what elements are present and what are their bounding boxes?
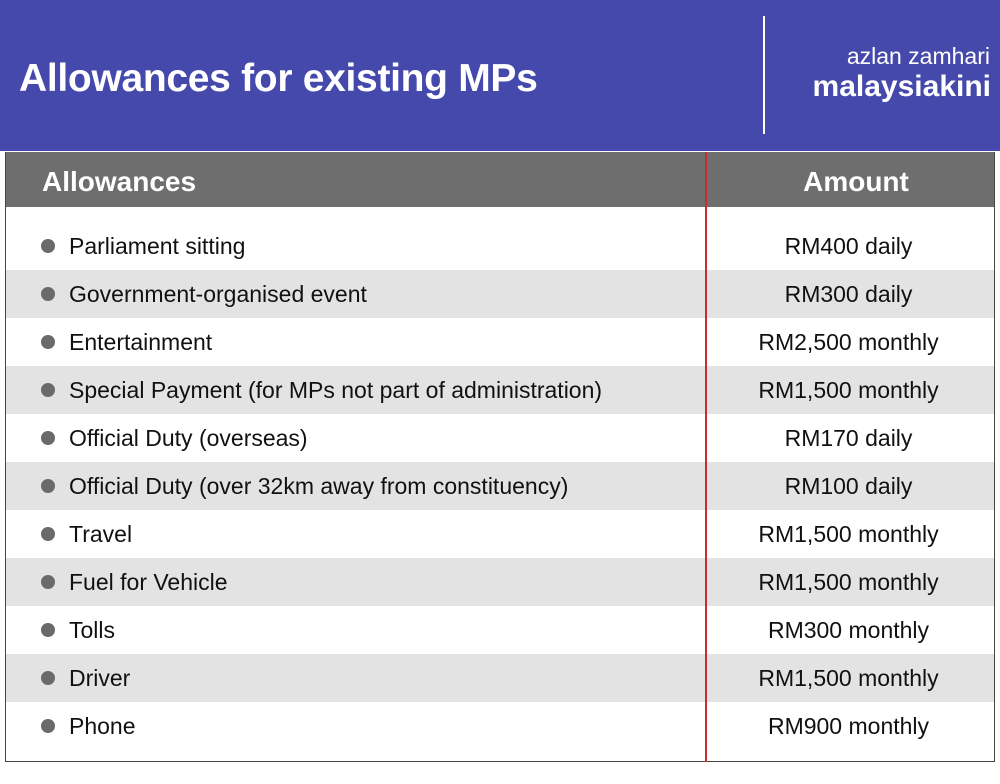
table-row: Parliament sitting RM400 daily: [6, 222, 994, 270]
bullet-icon: [41, 239, 55, 253]
table-row: Official Duty (over 32km away from const…: [6, 462, 994, 510]
table-row: Special Payment (for MPs not part of adm…: [6, 366, 994, 414]
allowance-name: Driver: [69, 665, 131, 691]
header-banner: Allowances for existing MPs azlan zamhar…: [0, 0, 1000, 151]
brand-logo-text: malaysiakini: [812, 70, 991, 103]
allowance-name: Special Payment (for MPs not part of adm…: [69, 377, 603, 403]
allowance-name: Travel: [69, 521, 133, 547]
bullet-icon: [41, 383, 55, 397]
allowance-amount: RM900 monthly: [767, 713, 930, 739]
allowance-name: Official Duty (over 32km away from const…: [69, 473, 569, 499]
header-divider: [763, 16, 765, 134]
bullet-icon: [41, 335, 55, 349]
allowance-amount: RM300 daily: [784, 281, 913, 307]
allowance-amount: RM170 daily: [784, 425, 913, 451]
bullet-icon: [41, 287, 55, 301]
allowance-name: Tolls: [69, 617, 116, 643]
allowance-amount: RM2,500 monthly: [758, 329, 939, 355]
allowance-amount: RM1,500 monthly: [758, 377, 939, 403]
table-body: Parliament sitting RM400 daily Governmen…: [6, 222, 994, 750]
allowance-name: Parliament sitting: [69, 233, 246, 259]
allowance-amount: RM400 daily: [784, 233, 913, 259]
allowance-amount: RM1,500 monthly: [758, 569, 939, 595]
table-row: Driver RM1,500 monthly: [6, 654, 994, 702]
allowance-amount: RM1,500 monthly: [758, 521, 939, 547]
table-row: Phone RM900 monthly: [6, 702, 994, 750]
bullet-icon: [41, 623, 55, 637]
allowances-table: Allowances Amount Parliament sitting RM4…: [5, 152, 995, 762]
bullet-icon: [41, 719, 55, 733]
allowance-name: Phone: [69, 713, 136, 739]
allowance-name: Fuel for Vehicle: [69, 569, 228, 595]
table-row: Fuel for Vehicle RM1,500 monthly: [6, 558, 994, 606]
allowance-name: Government-organised event: [69, 281, 367, 307]
allowance-name: Official Duty (overseas): [69, 425, 308, 451]
bullet-icon: [41, 671, 55, 685]
column-header-amount: Amount: [803, 166, 909, 197]
bullet-icon: [41, 479, 55, 493]
column-header-allowances: Allowances: [42, 166, 197, 197]
author-credit: azlan zamhari: [846, 43, 990, 69]
allowance-name: Entertainment: [69, 329, 213, 355]
table-row: Official Duty (overseas) RM170 daily: [6, 414, 994, 462]
allowance-amount: RM100 daily: [784, 473, 913, 499]
table-row: Tolls RM300 monthly: [6, 606, 994, 654]
column-divider-line: [705, 152, 707, 762]
allowance-amount: RM1,500 monthly: [758, 665, 939, 691]
table-row: Travel RM1,500 monthly: [6, 510, 994, 558]
page-title: Allowances for existing MPs: [19, 57, 538, 100]
allowance-amount: RM300 monthly: [767, 617, 930, 643]
bullet-icon: [41, 431, 55, 445]
table-row: Government-organised event RM300 daily: [6, 270, 994, 318]
table-row: Entertainment RM2,500 monthly: [6, 318, 994, 366]
table-header: Allowances Amount: [6, 152, 994, 207]
bullet-icon: [41, 527, 55, 541]
bullet-icon: [41, 575, 55, 589]
